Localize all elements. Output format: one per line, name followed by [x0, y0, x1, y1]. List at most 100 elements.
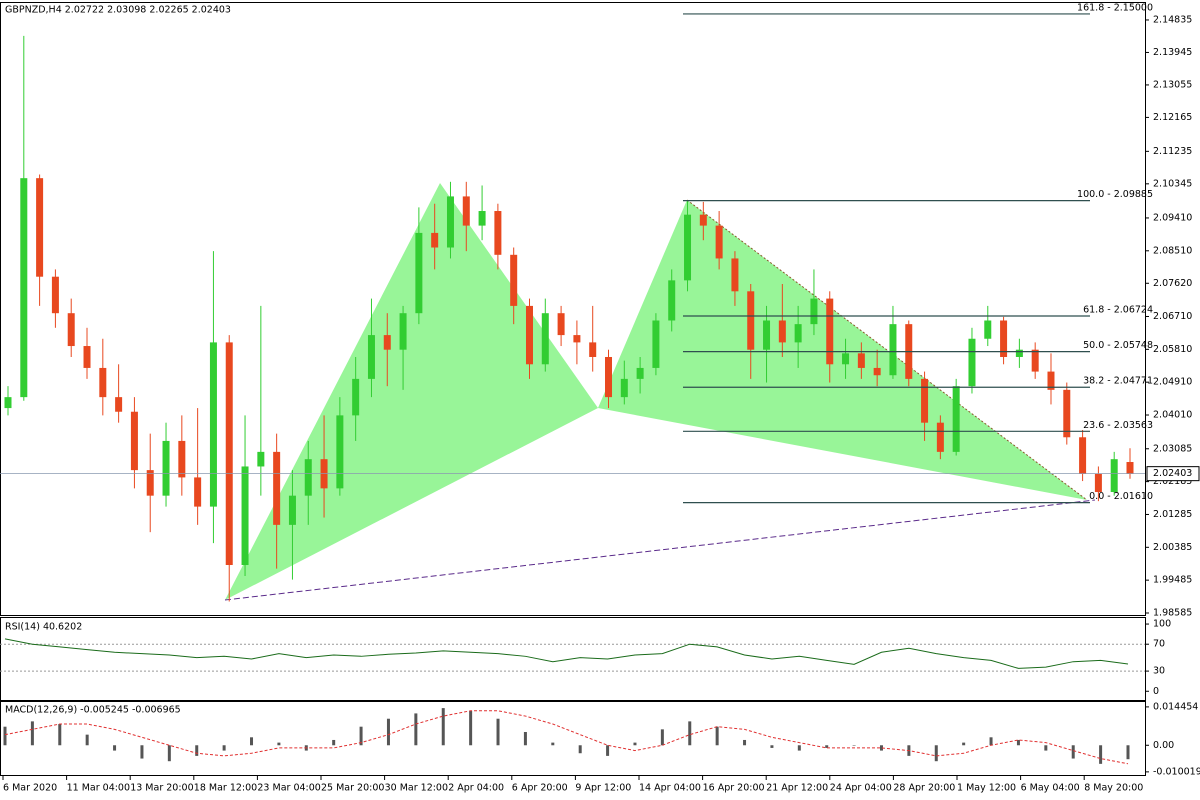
y-tick-label: 2.07620 — [1153, 278, 1192, 289]
y-tick-label: 2.06710 — [1153, 311, 1192, 322]
fib-label: 50.0 - 2.05748 — [1083, 340, 1153, 351]
macd-bar — [30, 721, 34, 746]
candle-body — [209, 342, 217, 507]
fib-label: 0.0 - 2.01610 — [1089, 491, 1153, 502]
x-tick-label: 25 Mar 20:00 — [321, 783, 384, 794]
candle-body — [968, 338, 976, 387]
rsi-title: RSI(14) 40.6202 — [5, 622, 82, 633]
macd-bar — [113, 745, 117, 751]
macd-bar — [222, 745, 226, 751]
x-tick-label: 9 Apr 12:00 — [575, 783, 631, 794]
x-tick-label: 6 Mar 2020 — [3, 783, 57, 794]
y-tick-label: 1.98585 — [1153, 607, 1192, 618]
candle-body — [684, 214, 692, 281]
macd-bar — [934, 745, 938, 762]
x-tick-label: 24 Apr 04:00 — [830, 783, 892, 794]
macd-bar — [250, 737, 254, 746]
candle-body — [352, 378, 360, 416]
macd-bar — [852, 745, 856, 746]
candle-body — [778, 320, 786, 343]
price-panel — [0, 2, 1146, 616]
macd-bar — [386, 718, 390, 746]
fib-label: 61.8 - 2.06724 — [1083, 304, 1153, 315]
candle-body — [478, 211, 486, 226]
candle-body — [1094, 473, 1102, 493]
macd-bar — [1071, 745, 1075, 759]
x-tick-label: 28 Apr 20:00 — [893, 783, 955, 794]
macd-bar — [3, 726, 7, 746]
y-tick-label: 1.99485 — [1153, 575, 1192, 586]
x-tick-label: 1 May 12:00 — [957, 783, 1016, 794]
candle-body — [415, 232, 423, 314]
macd-bar — [441, 708, 445, 746]
x-tick-label: 2 Apr 04:00 — [448, 783, 504, 794]
candle-body — [225, 342, 233, 566]
pattern-bcd — [598, 200, 1087, 500]
x-tick-label: 14 Apr 04:00 — [639, 783, 701, 794]
candle-body — [652, 320, 660, 368]
candle-body — [794, 324, 802, 343]
candle-body — [4, 397, 12, 409]
x-tick-label: 16 Apr 20:00 — [703, 783, 765, 794]
macd-bar — [1126, 745, 1130, 760]
x-tick-label: 6 May 04:00 — [1021, 783, 1080, 794]
macd-bar — [633, 742, 637, 746]
x-tick-label: 23 Mar 04:00 — [257, 783, 320, 794]
macd-bar — [578, 745, 582, 754]
macd-bar — [277, 742, 281, 746]
candle-body — [699, 214, 707, 226]
macd-bar — [1016, 739, 1020, 746]
y-tick-label: 0.00 — [1153, 740, 1174, 751]
candle-body — [99, 367, 107, 398]
candle-body — [1126, 462, 1134, 474]
macd-bar — [523, 731, 527, 746]
x-tick-label: 13 Mar 20:00 — [130, 783, 193, 794]
candle-body — [446, 196, 454, 248]
macd-bar — [332, 739, 336, 746]
macd-bar — [825, 745, 829, 748]
y-tick-label: 2.03085 — [1153, 443, 1192, 454]
macd-bar — [167, 745, 171, 762]
candle-body — [273, 451, 281, 525]
candle-body — [1063, 389, 1071, 438]
candle-body — [620, 378, 628, 398]
trend-line — [224, 499, 1096, 601]
rsi-line — [4, 638, 1129, 669]
candle-body — [984, 320, 992, 339]
candle-body — [178, 440, 186, 478]
candle-body — [241, 466, 249, 566]
candle-body — [573, 335, 581, 343]
candle-body — [67, 313, 75, 347]
macd-bar — [195, 745, 199, 756]
candle-body — [1079, 437, 1087, 474]
pattern-xab — [225, 183, 598, 600]
macd-bar — [551, 742, 555, 746]
candle-body — [367, 335, 375, 379]
y-tick-label: 2.04910 — [1153, 377, 1192, 388]
candle-body — [857, 353, 865, 368]
candle-body — [1015, 349, 1023, 357]
y-tick-label: 0 — [1153, 686, 1159, 697]
candle-body — [541, 313, 549, 365]
y-tick-label: 2.09410 — [1153, 212, 1192, 223]
macd-bar — [660, 729, 664, 746]
y-tick-label: 2.02185 — [1153, 476, 1192, 487]
candle-body — [462, 196, 470, 226]
candle-body — [1047, 371, 1055, 390]
y-tick-label: 2.10345 — [1153, 178, 1192, 189]
candle-body — [605, 356, 613, 398]
y-tick-label: 2.01285 — [1153, 509, 1192, 520]
x-tick-label: 8 May 20:00 — [1084, 783, 1143, 794]
macd-bar — [1099, 745, 1103, 764]
candle-body — [731, 258, 739, 292]
macd-panel — [0, 701, 1146, 776]
candle-body — [842, 353, 850, 365]
fib-label: 23.6 - 2.03563 — [1083, 420, 1153, 431]
y-tick-label: 2.12165 — [1153, 112, 1192, 123]
candle-body — [20, 178, 28, 398]
candle-body — [952, 386, 960, 452]
candle-body — [83, 346, 91, 368]
candle-body — [826, 298, 834, 365]
y-tick-label: 2.00385 — [1153, 542, 1192, 553]
macd-bar — [359, 726, 363, 746]
